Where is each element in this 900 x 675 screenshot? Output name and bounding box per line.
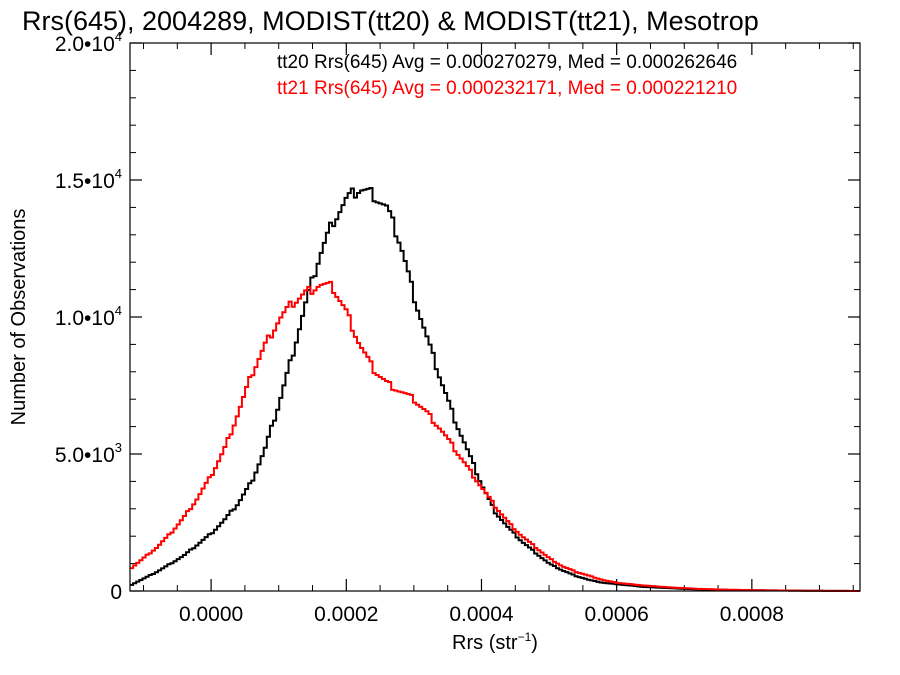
y-tick-label: 5.0•103 (55, 440, 122, 467)
plot-frame (129, 42, 861, 592)
x-tick-label: 0.0000 (179, 603, 243, 626)
x-axis-ticks: 0.0000 0.0002 0.0004 0.0006 0.0008 (143, 43, 854, 626)
y-tick-mantissa: 1.5•10 (55, 170, 115, 193)
y-tick-label: 1.0•104 (55, 303, 122, 330)
series-layer (130, 187, 860, 592)
y-tick-exponent: 4 (115, 166, 122, 181)
x-tick-label: 0.0002 (314, 603, 378, 626)
y-tick-mantissa: 1.0•10 (55, 307, 115, 330)
x-tick-label: 0.0004 (449, 603, 514, 626)
x-axis-label-close: ) (531, 632, 538, 654)
y-tick-label: 1.5•104 (55, 166, 122, 193)
x-axis-label-main: Rrs (str (452, 632, 518, 654)
y-tick-label: 2.0•104 (55, 29, 122, 56)
y-tick-exponent: 4 (115, 29, 122, 44)
x-tick-label: 0.0008 (720, 603, 784, 626)
y-tick-mantissa: 2.0•10 (55, 33, 115, 56)
x-axis-label-superscript: −1 (518, 630, 532, 644)
x-tick-label: 0.0006 (585, 603, 649, 626)
y-tick-exponent: 3 (115, 440, 122, 455)
annotation-tt20: tt20 Rrs(645) Avg = 0.000270279, Med = 0… (277, 52, 737, 73)
x-axis-label: Rrs (str−1) (452, 630, 538, 654)
series-line-1 (130, 280, 860, 592)
y-tick-exponent: 4 (115, 303, 122, 318)
y-tick-mantissa: 5.0•10 (55, 444, 115, 467)
y-tick-label: 0 (110, 581, 122, 604)
chart-title: Rrs(645), 2004289, MODIST(tt20) & MODIST… (22, 6, 759, 36)
y-tick-mantissa: 0 (110, 581, 122, 604)
annotation-tt21: tt21 Rrs(645) Avg = 0.000232171, Med = 0… (277, 78, 737, 99)
y-axis-label: Number of Observations (8, 209, 30, 426)
